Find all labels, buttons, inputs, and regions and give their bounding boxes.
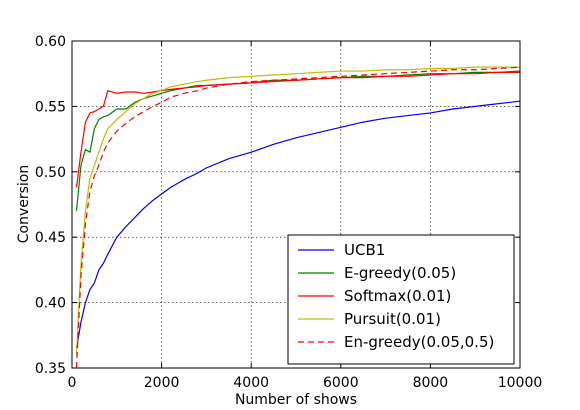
y-tick-label: 0.55: [35, 99, 66, 115]
legend: UCB1 E-greedy(0.05) Softmax(0.01) Pursuit(0…: [287, 234, 515, 365]
ticks-layer: 0 2000 4000 6000 8000 10000 0.35 0.40 0.45 0.50 0.…: [35, 34, 542, 391]
legend-box: [287, 234, 515, 365]
series-line-ucb1: [75, 100, 520, 349]
series-line-e-greedy-0-05: [75, 70, 520, 212]
legend-label-softmax-0-01: Softmax(0.01): [344, 287, 451, 305]
series-line-en-greedy-0-05-0-5: [75, 66, 520, 368]
y-tick-label: 0.40: [35, 296, 66, 312]
legend-label-ucb1: UCB1: [344, 241, 385, 259]
y-tick-label: 0.45: [35, 230, 66, 246]
legend-label-pursuit-0-01: Pursuit(0.01): [344, 310, 441, 328]
x-tick-label: 6000: [323, 375, 359, 391]
legend-label-e-greedy-0-05: E-greedy(0.05): [344, 264, 456, 282]
x-tick-label: 8000: [413, 375, 449, 391]
x-tick-label: 4000: [233, 375, 269, 391]
series-layer: [75, 66, 520, 368]
x-tick-label: 2000: [144, 375, 180, 391]
y-axis-label: Conversion: [16, 165, 32, 244]
x-axis-label: Number of shows: [235, 392, 357, 408]
series-line-pursuit-0-01: [75, 66, 520, 355]
legend-label-en-greedy-0-05-0-5: En-greedy(0.05,0.5): [344, 333, 494, 351]
y-tick-label: 0.60: [35, 34, 66, 50]
series-line-softmax-0-01: [75, 71, 520, 188]
plot-frame: [71, 40, 521, 369]
x-tick-label: 0: [68, 375, 77, 391]
y-tick-label: 0.35: [35, 361, 66, 377]
x-tick-label: 10000: [498, 375, 543, 391]
y-tick-label: 0.50: [35, 165, 66, 181]
